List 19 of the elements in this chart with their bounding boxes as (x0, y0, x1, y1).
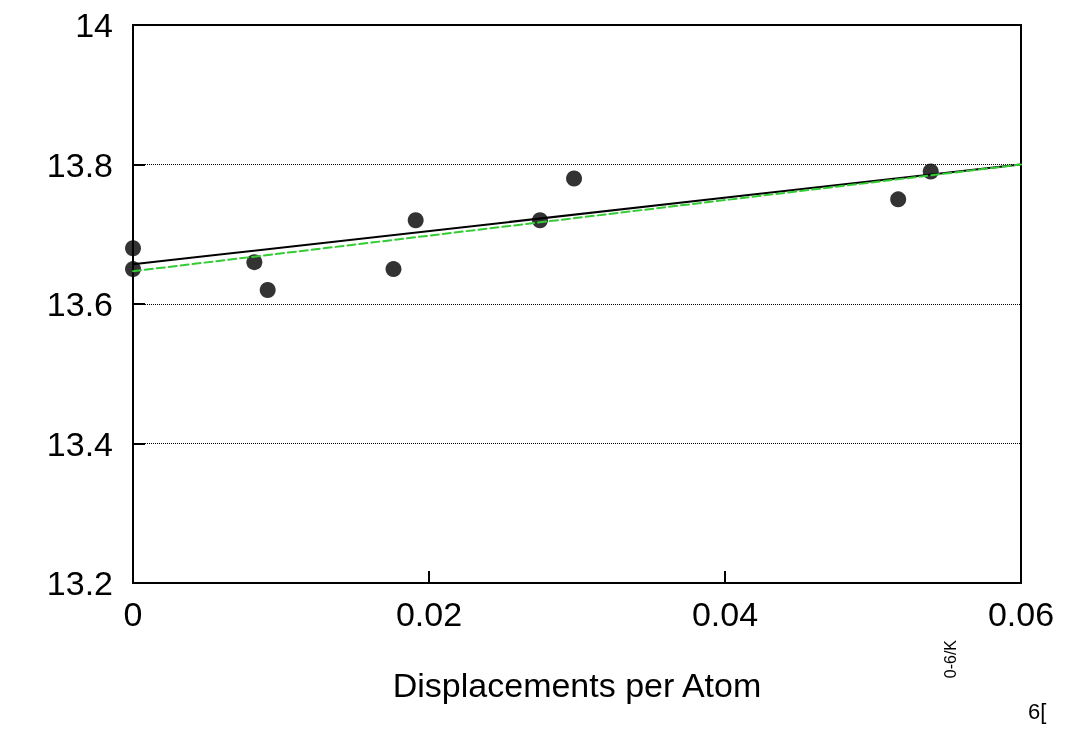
point (385, 261, 402, 278)
point (407, 212, 424, 229)
point (125, 240, 141, 257)
x-tick-label: 0 (123, 595, 143, 633)
point (890, 191, 907, 208)
point (566, 170, 583, 187)
y-tick-label: 13.6 (46, 285, 113, 323)
point (259, 282, 276, 299)
x-tick-label: 0.04 (691, 595, 759, 633)
point (246, 254, 263, 271)
y-tick-label: 14 (75, 6, 113, 44)
x-tick-label: 0.06 (987, 595, 1055, 633)
text: 6[ (1028, 698, 1047, 724)
x-tick-label: 0.02 (395, 595, 463, 633)
y-tick-label: 13.8 (46, 145, 113, 184)
text: 0-6/K (941, 639, 959, 679)
y-tick-label: 13.4 (46, 424, 113, 463)
x-axis-title: Displacements per Atom (392, 666, 762, 704)
y-tick-label: 13.2 (46, 564, 113, 602)
